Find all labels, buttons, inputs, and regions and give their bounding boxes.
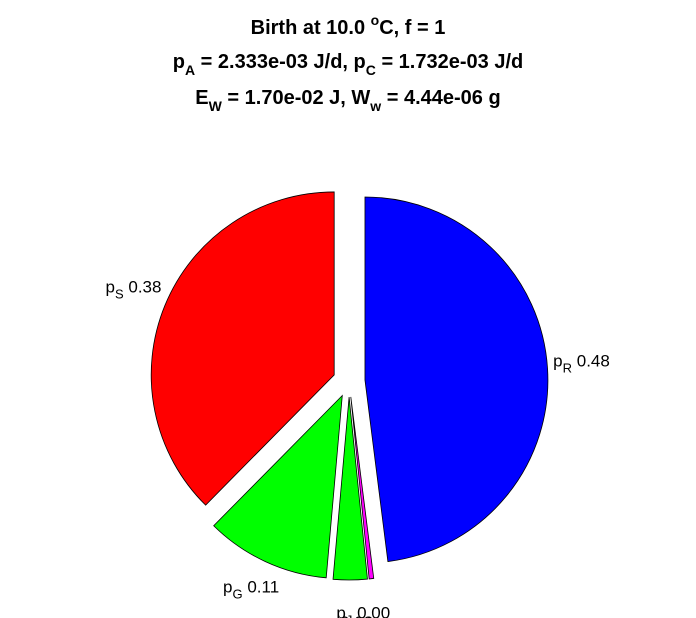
pie-slices: [150, 191, 549, 581]
title-line-2: pA​ = 2.333e-03 J/d, pC​ = 1.732e-03 J/d: [173, 51, 523, 78]
pie-slice-pG: [213, 394, 343, 579]
slice-label-pS: pS 0.38: [106, 278, 162, 302]
title-line-3-part-2: W: [209, 98, 223, 114]
title-line-2-part-2: A: [185, 62, 195, 78]
slice-label-pJ: pJ 0.00: [336, 604, 390, 618]
pie-slice-pG2: [332, 396, 368, 581]
chart-title: Birth at 10.0 o​C, f = 1pA​ = 2.333e-03 …: [173, 12, 523, 114]
title-line-1: Birth at 10.0 o​C, f = 1: [251, 12, 446, 39]
title-line-2-part-3: = 2.333e-03 J/d, p: [195, 51, 366, 73]
title-line-1-part-3: C, f = 1: [379, 17, 445, 39]
slice-label-pR: pR 0.48: [553, 351, 610, 375]
title-line-3-part-4: w: [369, 98, 381, 114]
title-line-1-part-2: o: [371, 12, 380, 28]
title-line-2-part-1: p: [173, 51, 185, 73]
title-line-2-part-5: = 1.732e-03 J/d: [376, 51, 523, 73]
pie-slice-pR: [364, 196, 549, 562]
pie-slice-pS: [150, 191, 335, 506]
title-line-3-part-1: E: [195, 87, 208, 109]
title-line-3-part-3: = 1.70e-02 J, W: [222, 87, 371, 109]
slice-label-pG2: pG 0.03: [316, 613, 373, 618]
slice-label-pG: pG 0.11: [223, 577, 279, 601]
title-line-3: EW​ = 1.70e-02 J, Ww​ = 4.44e-06 g: [195, 87, 500, 114]
pie-slice-pJ: [350, 396, 375, 580]
title-line-3-part-5: = 4.44e-06 g: [381, 87, 501, 109]
title-line-1-part-1: Birth at 10.0: [251, 17, 371, 39]
title-line-2-part-4: C: [366, 62, 376, 78]
